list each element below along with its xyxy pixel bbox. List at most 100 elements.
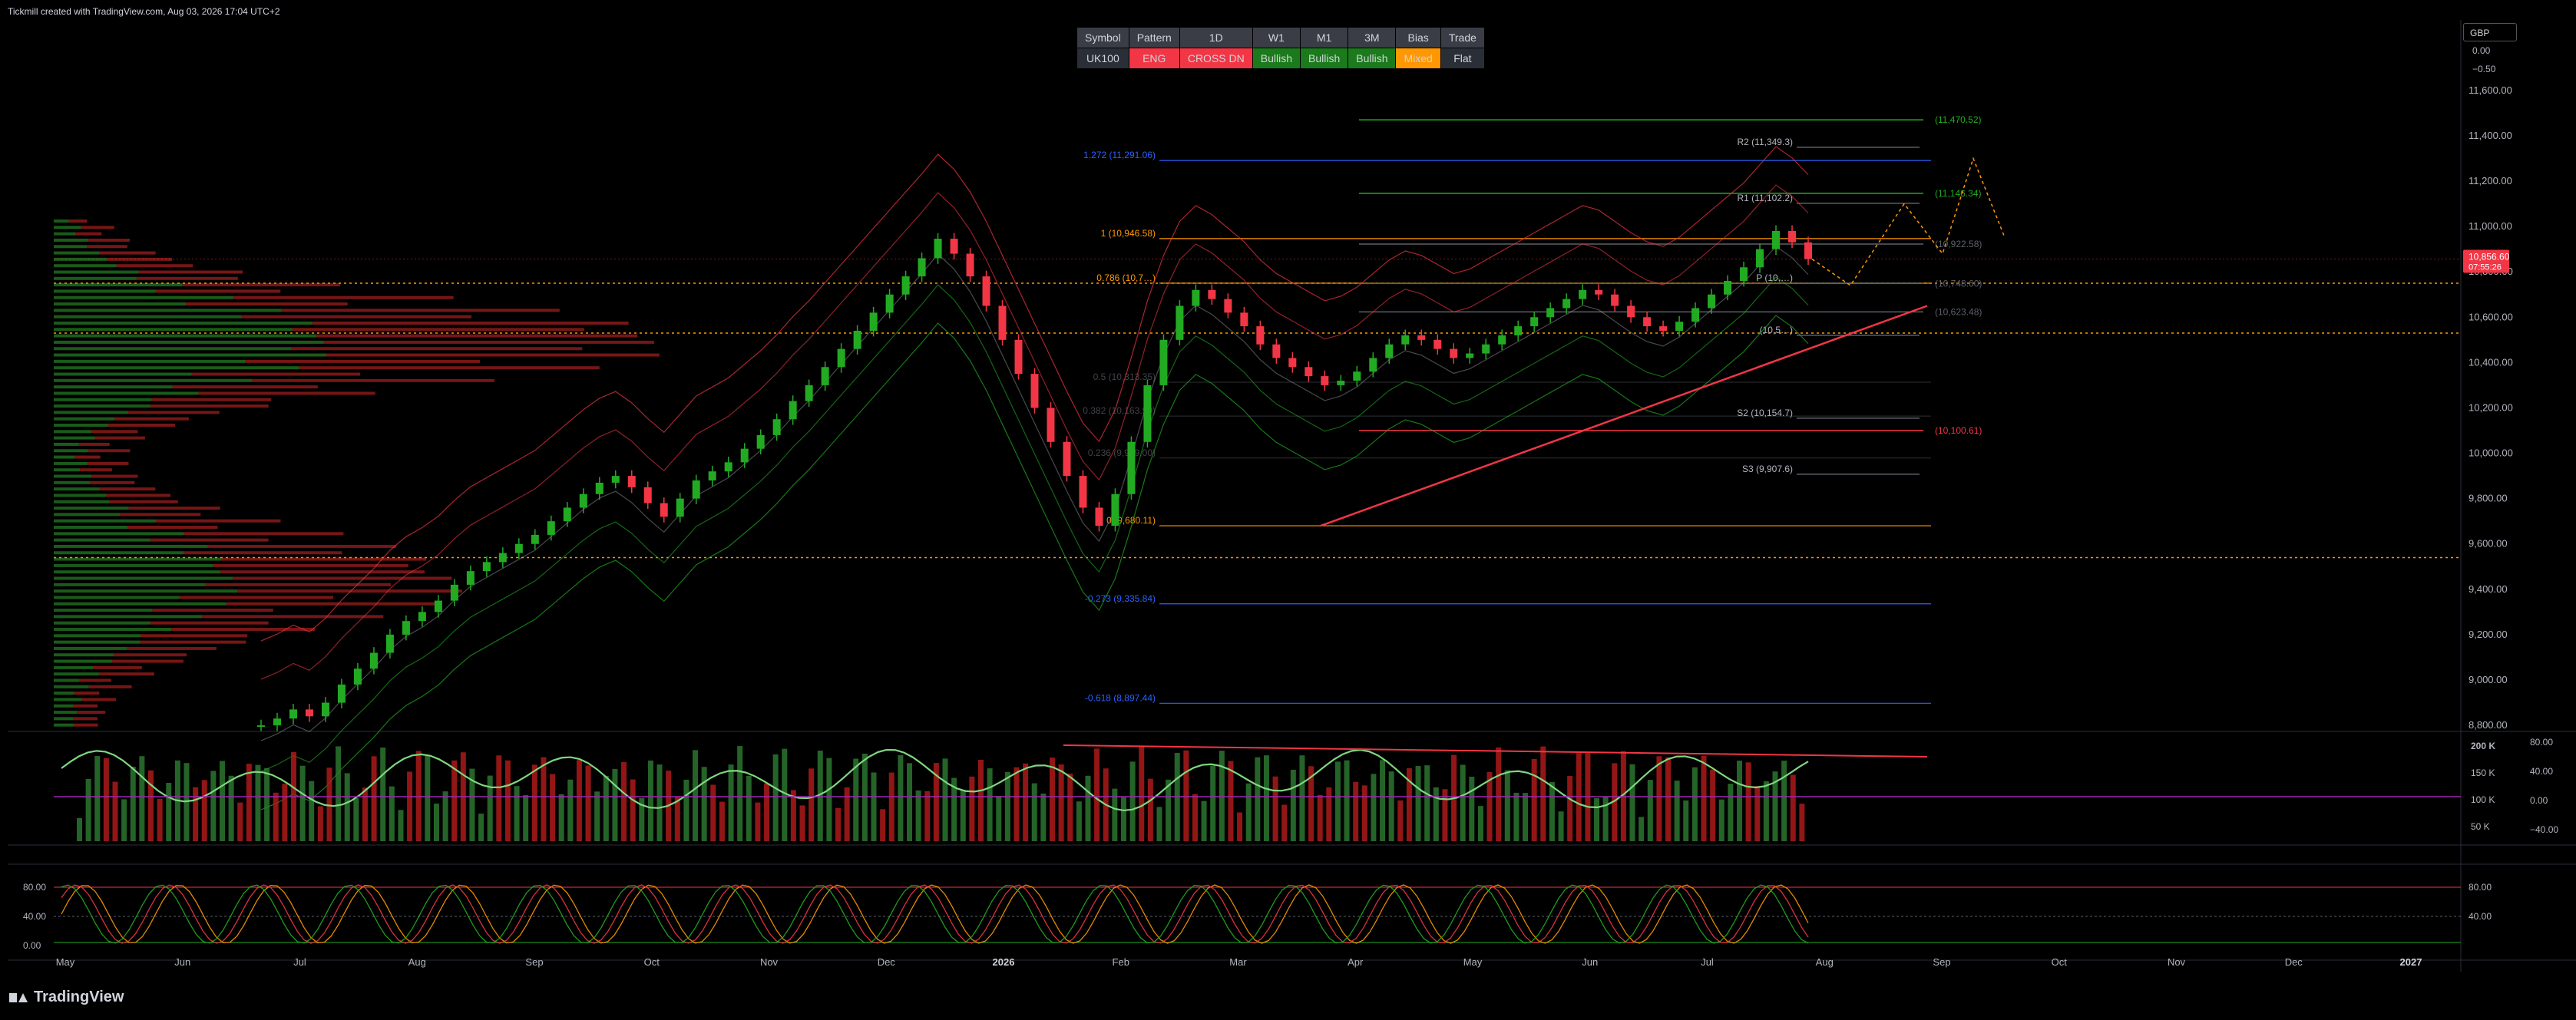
volume-profile-bar — [220, 570, 425, 574]
volume-profile-bar — [127, 526, 218, 529]
volume-profile-bar — [54, 366, 299, 370]
volume-profile-bar — [152, 609, 273, 612]
volume-bar — [344, 773, 350, 841]
stoch-left-tick-label: 40.00 — [23, 911, 46, 922]
volume-bar — [701, 767, 707, 841]
volume-bar — [1272, 776, 1278, 841]
volume-profile-bar — [54, 723, 74, 727]
volume-bar — [746, 775, 752, 841]
last-price-badge — [2463, 249, 2509, 273]
volume-profile-bar — [75, 232, 102, 236]
candle-body — [660, 503, 668, 517]
volume-bar — [1594, 798, 1600, 841]
volume-profile-bar — [54, 436, 95, 440]
price-tick-label: 10,000.00 — [2469, 447, 2513, 459]
pivot-level-label: S3 (9,907.6) — [1742, 464, 1793, 474]
rsi-divergence-line — [1063, 744, 1928, 758]
candle-body — [837, 348, 845, 368]
candle-body — [385, 634, 394, 653]
volume-bar — [85, 778, 91, 841]
candle-body — [1305, 367, 1313, 377]
stoch-left-tick-label: 0.00 — [23, 940, 41, 951]
volume-bar — [639, 797, 645, 841]
volume-bar — [1156, 807, 1162, 841]
candle-body — [627, 476, 636, 487]
volume-profile-bar — [127, 646, 217, 650]
projection-path — [1811, 157, 2005, 286]
volume-profile-bar — [128, 507, 220, 510]
chart-frame[interactable]: 1 (10,946.58) 0.786 (10,7…) 0 (9,680.11) -0… — [8, 20, 2576, 972]
candle-body — [353, 668, 362, 685]
volume-bar — [1353, 781, 1359, 841]
candle-body — [450, 584, 458, 601]
volume-bar — [1147, 778, 1153, 841]
tradingview-brand[interactable]: TradingView — [9, 989, 124, 1006]
volume-bar — [987, 768, 993, 841]
candle-body — [563, 507, 571, 522]
volume-profile-bar — [54, 717, 74, 721]
time-axis-label: 2027 — [2400, 956, 2422, 968]
volume-profile-bar — [54, 640, 141, 644]
volume-bar — [1201, 800, 1207, 841]
stoch-left-tick-label: 80.00 — [23, 882, 46, 893]
volume-bar — [147, 770, 154, 841]
volume-profile-bar — [191, 372, 361, 376]
brand-label: TradingView — [34, 989, 124, 1005]
pivot-level-label: P (10,…) — [1756, 272, 1793, 283]
volume-profile-bar — [150, 538, 269, 542]
table-header-cell: W1 — [1252, 27, 1301, 48]
volume-profile-bar — [54, 340, 324, 344]
volume-profile-bar — [54, 557, 222, 561]
candle-body — [1063, 441, 1071, 477]
volume-bar — [1058, 764, 1064, 841]
volume-profile-bar — [54, 634, 141, 638]
volume-bar — [977, 760, 984, 841]
candles — [257, 225, 1812, 731]
volume-bar — [951, 777, 957, 841]
volume-profile-bar — [113, 653, 187, 657]
volume-profile-bar — [54, 544, 208, 548]
table-header-cell: Pattern — [1128, 27, 1180, 48]
time-axis-label: 2026 — [993, 956, 1015, 968]
volume-profile-bar — [207, 544, 397, 548]
volume-profile-bar — [54, 628, 172, 631]
candle-body — [1272, 344, 1281, 358]
volume-bar — [139, 756, 145, 841]
candle-body — [1224, 299, 1232, 313]
volume-bar — [1567, 776, 1573, 841]
volume-profile-bar — [90, 480, 135, 484]
volume-profile-bar — [54, 276, 137, 280]
fib-level-label: -0.618 (8,897.44) — [1085, 692, 1156, 703]
candle-body — [595, 482, 603, 494]
volume-profile-bar — [54, 353, 326, 357]
volume-bar — [844, 787, 850, 841]
band-line — [260, 246, 1809, 741]
fib-level-label: 1.272 (11,291.06) — [1083, 150, 1156, 160]
fib-level-label: 0.786 (10,7…) — [1096, 272, 1156, 283]
volume-profile-bar — [54, 315, 242, 319]
candle-body — [482, 562, 491, 572]
candle-body — [1514, 326, 1523, 335]
currency-selector[interactable]: GBP — [2463, 23, 2517, 41]
candle-body — [1595, 289, 1603, 295]
volume-profile-bar — [241, 315, 472, 319]
volume-profile-bar — [213, 563, 408, 567]
volume-profile-bar — [54, 609, 153, 612]
price-chart[interactable]: 1 (10,946.58)0.786 (10,7…)0 (9,680.11)-0… — [8, 20, 2576, 972]
volume-bar — [594, 791, 600, 841]
volume-profile-bar — [150, 404, 269, 408]
volume-profile-bar — [54, 391, 199, 395]
volume-bar — [1192, 794, 1198, 841]
price-tick-label: 9,000.00 — [2469, 674, 2508, 685]
candle-body — [1691, 308, 1700, 322]
time-axis-label: Dec — [2285, 956, 2303, 968]
price-tick-label: 9,200.00 — [2469, 629, 2508, 640]
volume-bar — [1540, 746, 1546, 841]
time-axis-label: Jul — [293, 956, 306, 968]
candle-body — [1401, 335, 1410, 345]
candle-body — [369, 652, 378, 669]
volume-profile-bar — [93, 665, 142, 669]
volume-profile-bar — [80, 468, 112, 472]
table-value-cell: Mixed — [1395, 48, 1441, 69]
volume-bar — [1120, 797, 1126, 841]
